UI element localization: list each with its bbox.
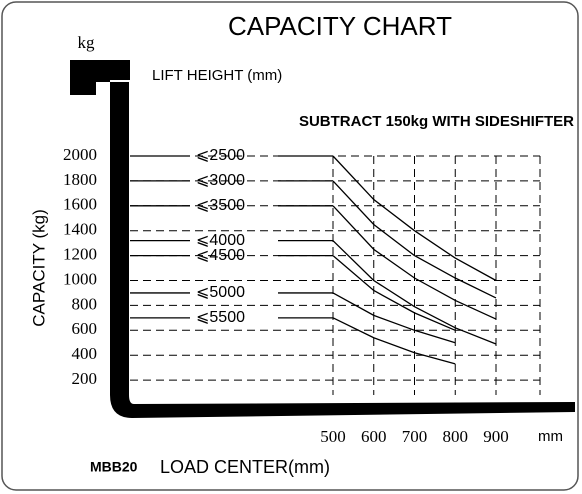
chart-title: CAPACITY CHART xyxy=(228,11,452,41)
y-axis-label: CAPACITY (kg) xyxy=(29,209,48,326)
fork xyxy=(70,60,575,418)
y-tick-label: 1800 xyxy=(63,170,97,189)
series-label: ⩽4000 xyxy=(196,232,245,249)
subtitle: LIFT HEIGHT (mm) xyxy=(152,67,282,84)
series-label: ⩽4500 xyxy=(196,247,245,264)
y-tick-label: 400 xyxy=(72,344,98,363)
series-line xyxy=(332,240,497,345)
series-label: ⩽5000 xyxy=(196,284,245,301)
series-line xyxy=(332,317,456,365)
y-tick-label: 600 xyxy=(72,319,98,338)
x-tick-label: 800 xyxy=(443,427,469,446)
series-line xyxy=(332,155,497,282)
series-line xyxy=(332,255,456,331)
y-tick-label: 200 xyxy=(72,369,98,388)
x-unit: mm xyxy=(538,428,563,445)
y-tick-label: 2000 xyxy=(63,145,97,164)
y-tick-label: 1000 xyxy=(63,269,97,288)
x-tick-label: 700 xyxy=(402,427,428,446)
series-line xyxy=(332,205,497,320)
y-tick-label: 1400 xyxy=(63,220,97,239)
x-axis-label: LOAD CENTER(mm) xyxy=(160,457,330,477)
model: MBB20 xyxy=(90,459,138,475)
y-tick-label: 800 xyxy=(72,294,98,313)
annotation: SUBTRACT 150kg WITH SIDESHIFTER xyxy=(299,113,574,130)
series-label: ⩽3000 xyxy=(196,172,245,189)
y-tick-label: 1600 xyxy=(63,195,97,214)
x-tick-label: 900 xyxy=(483,427,509,446)
x-tick-label: 500 xyxy=(320,427,346,446)
series-line xyxy=(332,292,456,344)
series-line xyxy=(332,180,497,299)
series-label: ⩽3500 xyxy=(196,197,245,214)
y-unit: kg xyxy=(78,33,96,52)
x-tick-label: 600 xyxy=(361,427,387,446)
series-label: ⩽5500 xyxy=(196,309,245,326)
series-label: ⩽2500 xyxy=(196,147,245,164)
y-tick-label: 1200 xyxy=(63,245,97,264)
